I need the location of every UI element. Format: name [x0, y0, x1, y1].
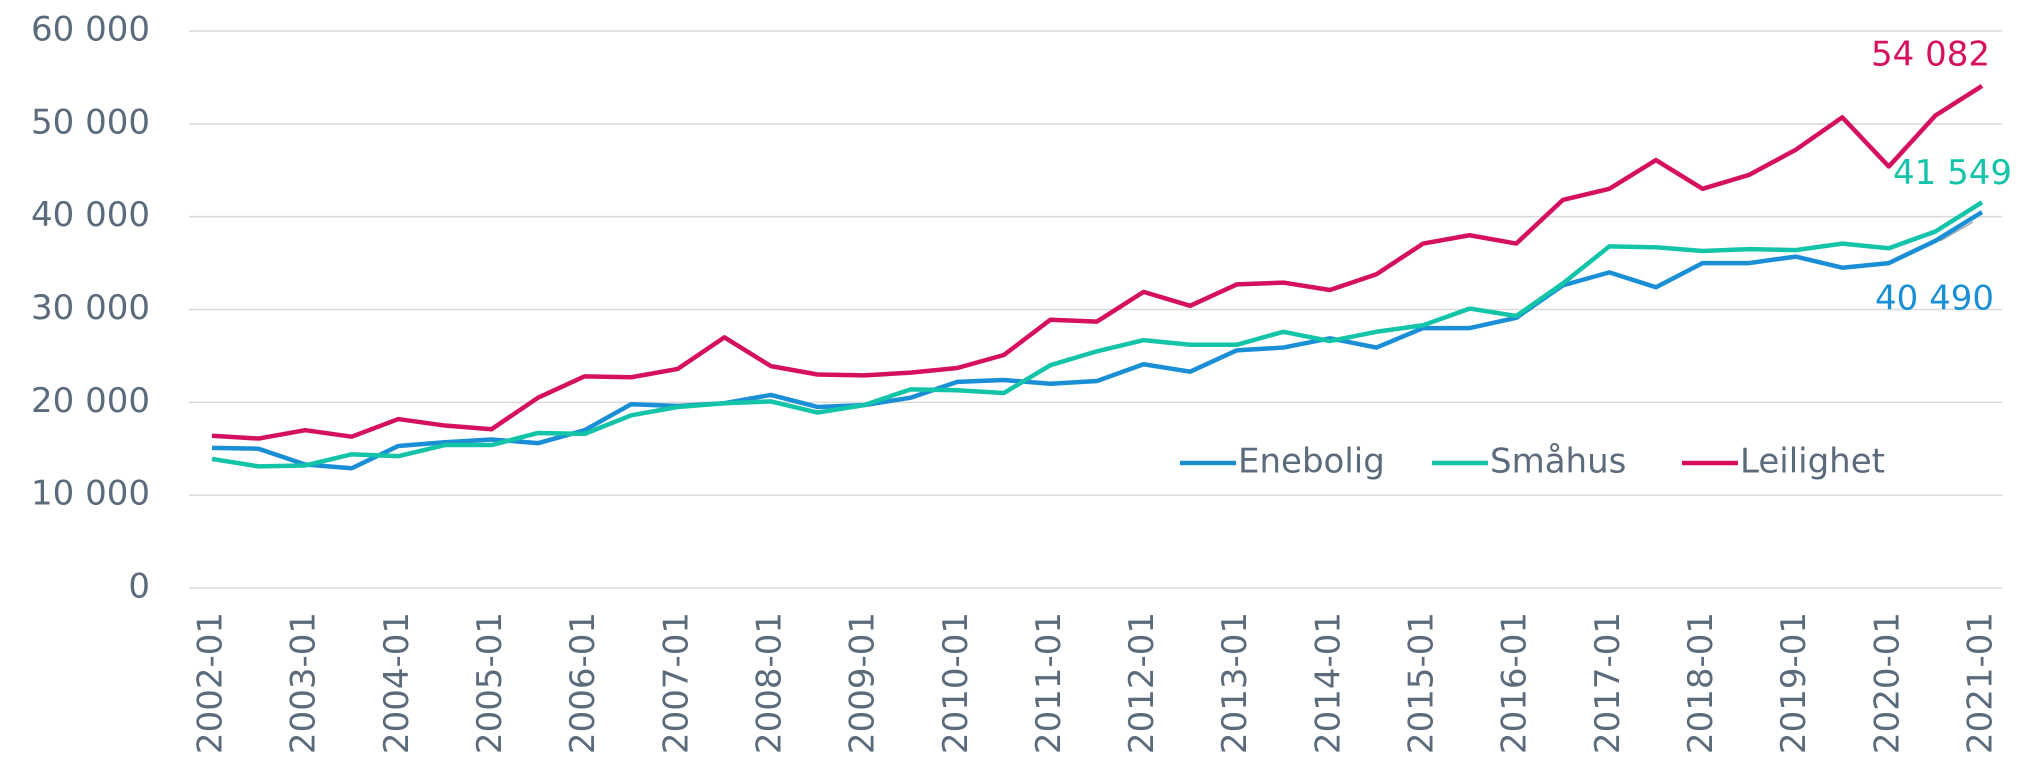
y-tick-label: 0 [128, 567, 150, 607]
x-tick-label: 2013-01 [1215, 612, 1255, 754]
x-tick-label: 2004-01 [377, 612, 417, 754]
x-tick-label: 2018-01 [1681, 612, 1721, 754]
x-tick-label: 2015-01 [1402, 612, 1442, 754]
y-tick-label: 50 000 [31, 102, 150, 142]
x-tick-label: 2007-01 [656, 612, 696, 754]
value-label: 40 490 [1875, 279, 1994, 319]
x-tick-label: 2014-01 [1308, 612, 1348, 754]
x-tick-label: 2006-01 [563, 612, 603, 754]
x-tick-label: 2010-01 [936, 612, 976, 754]
y-tick-label: 30 000 [31, 288, 150, 328]
x-tick-label: 2017-01 [1588, 612, 1628, 754]
leader-line [1939, 221, 1974, 242]
x-tick-label: 2016-01 [1495, 612, 1535, 754]
x-tick-label: 2020-01 [1867, 612, 1907, 754]
y-tick-label: 60 000 [31, 10, 150, 50]
line-series [211, 84, 1984, 441]
x-tick-label: 2005-01 [470, 612, 510, 754]
legend-label: Enebolig [1238, 442, 1385, 482]
legend-label: Leilighet [1740, 442, 1885, 482]
x-tick-label: 2012-01 [1122, 612, 1162, 754]
x-tick-label: 2008-01 [749, 612, 789, 754]
value-label: 54 082 [1871, 34, 1990, 74]
x-tick-label: 2003-01 [284, 612, 324, 754]
x-tick-label: 2021-01 [1961, 612, 2001, 754]
y-tick-label: 40 000 [31, 195, 150, 235]
x-tick-label: 2011-01 [1029, 612, 1069, 754]
x-tick-label: 2019-01 [1774, 612, 1814, 754]
legend-label: Småhus [1490, 442, 1626, 482]
x-tick-label: 2002-01 [191, 612, 231, 754]
y-tick-label: 20 000 [31, 381, 150, 421]
y-tick-label: 10 000 [31, 474, 150, 514]
value-label: 41 549 [1893, 153, 2012, 193]
line-series [211, 200, 1984, 469]
x-tick-label: 2009-01 [843, 612, 883, 754]
